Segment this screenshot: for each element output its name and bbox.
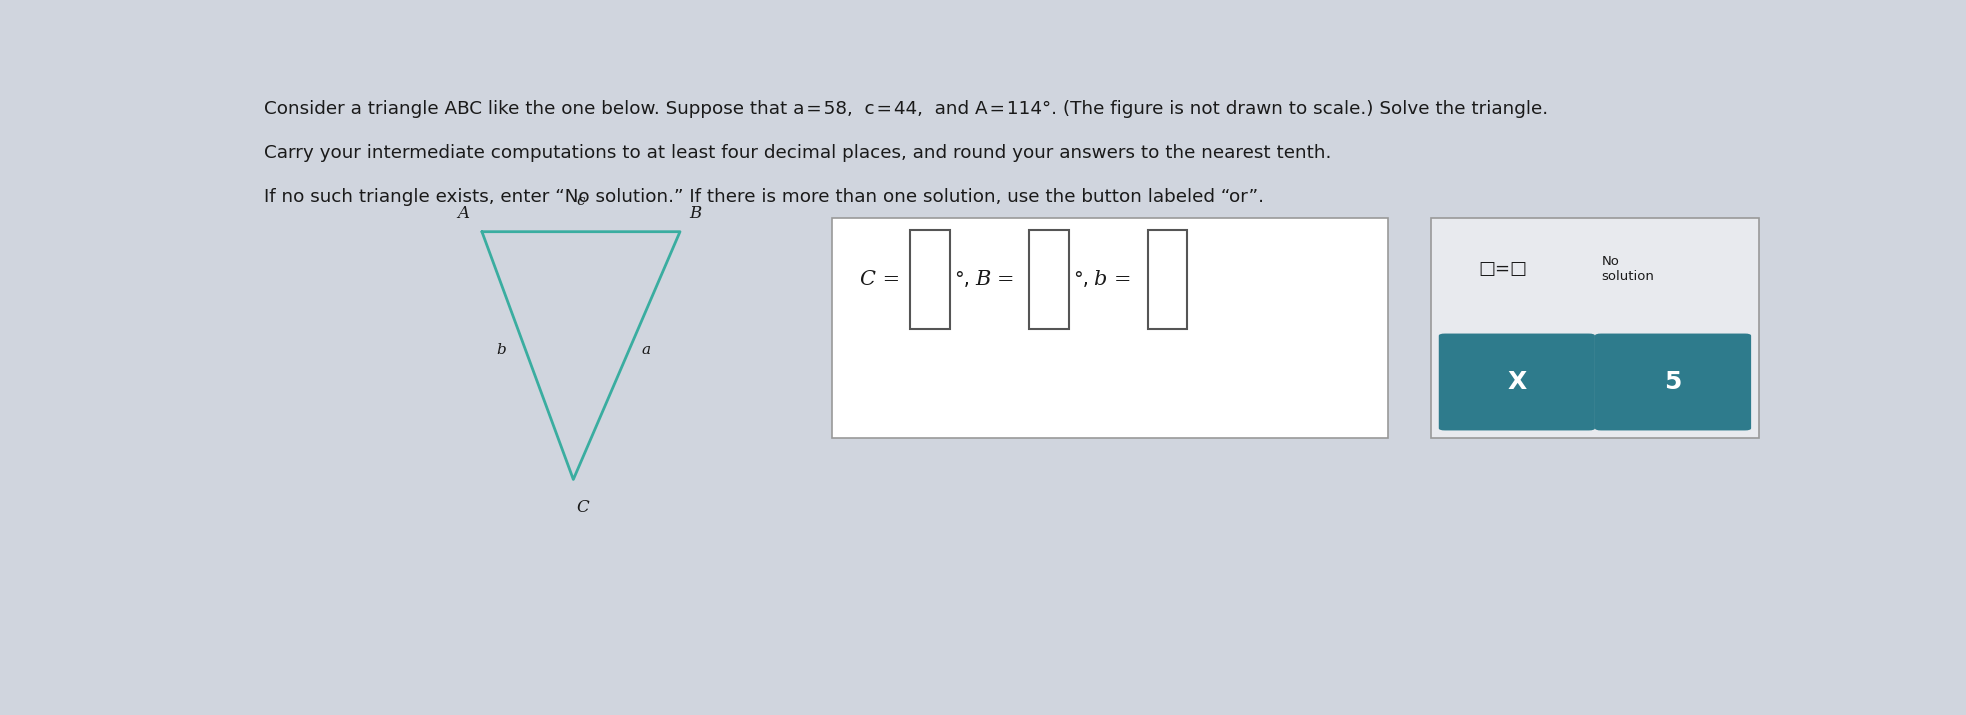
Text: a: a — [643, 343, 651, 357]
Text: °,: °, — [954, 270, 969, 289]
Text: If no such triangle exists, enter “No solution.” If there is more than one solut: If no such triangle exists, enter “No so… — [263, 187, 1264, 206]
Text: C =: C = — [859, 270, 906, 289]
Text: °,: °, — [1073, 270, 1089, 289]
FancyBboxPatch shape — [1439, 333, 1594, 430]
Text: c: c — [576, 194, 586, 208]
Text: B =: B = — [975, 270, 1022, 289]
Text: A: A — [458, 204, 470, 222]
Text: Consider a triangle ABC like the one below. Suppose that a = 58,  c = 44,  and A: Consider a triangle ABC like the one bel… — [263, 99, 1547, 117]
Text: X: X — [1508, 370, 1526, 394]
FancyBboxPatch shape — [910, 230, 950, 329]
Text: B: B — [690, 204, 702, 222]
Text: Carry your intermediate computations to at least four decimal places, and round : Carry your intermediate computations to … — [263, 144, 1331, 162]
Text: b: b — [497, 343, 507, 357]
FancyBboxPatch shape — [832, 218, 1388, 438]
FancyBboxPatch shape — [1594, 333, 1752, 430]
FancyBboxPatch shape — [1028, 230, 1070, 329]
Text: b =: b = — [1095, 270, 1138, 289]
Text: □=□: □=□ — [1478, 260, 1528, 277]
Text: C: C — [576, 499, 590, 516]
Text: 5: 5 — [1665, 370, 1681, 394]
Text: No
solution: No solution — [1602, 255, 1653, 282]
FancyBboxPatch shape — [1148, 230, 1187, 329]
FancyBboxPatch shape — [1431, 218, 1760, 438]
